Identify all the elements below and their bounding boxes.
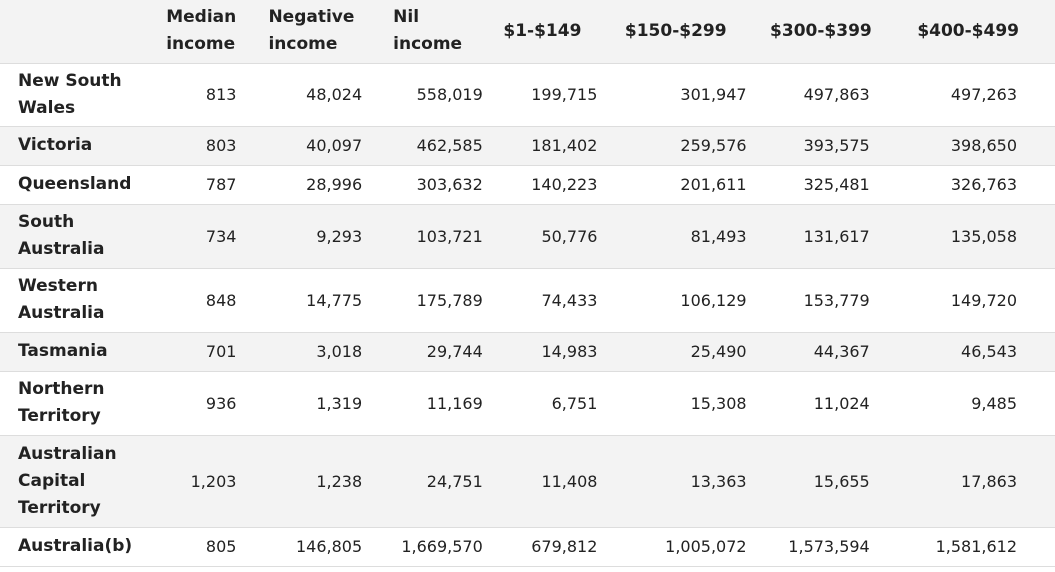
table-cell: 175,789 — [375, 268, 496, 332]
table-cell: 140,223 — [496, 165, 618, 204]
header-cell-1-149: $1-$149 — [496, 0, 618, 63]
row-label: Queensland — [0, 165, 148, 204]
table-cell: 1,319 — [250, 371, 375, 435]
table-cell: 3,018 — [250, 332, 375, 371]
table-cell: 734 — [148, 204, 250, 268]
table-cell: 15,308 — [617, 371, 762, 435]
table-cell: 131,617 — [763, 204, 908, 268]
header-cell-nil-income: Nil income — [375, 0, 496, 63]
table-cell: 106,129 — [617, 268, 762, 332]
table-cell: 44,367 — [763, 332, 908, 371]
table-cell: 9,293 — [250, 204, 375, 268]
header-cell-300-399: $300-$399 — [763, 0, 908, 63]
table-cell: 301,947 — [617, 63, 762, 126]
table-cell: 28,996 — [250, 165, 375, 204]
table-cell: 11,408 — [496, 435, 618, 527]
table-row: New South Wales 813 48,024 558,019 199,715 30… — [0, 63, 1055, 126]
row-label: Australian Capital Territory — [0, 435, 148, 527]
table-row: South Australia 734 9,293 103,721 50,776 81,4… — [0, 204, 1055, 268]
table-row: Tasmania 701 3,018 29,744 14,983 25,490 44,367… — [0, 332, 1055, 371]
table-cell: 805 — [148, 527, 250, 566]
table-cell: 153,779 — [763, 268, 908, 332]
table-cell: 6,751 — [496, 371, 618, 435]
header-cell-region — [0, 0, 148, 63]
table-cell: 149,720 — [908, 268, 1055, 332]
table-row: Queensland 787 28,996 303,632 140,223 201,611… — [0, 165, 1055, 204]
row-label: Victoria — [0, 126, 148, 165]
table-cell: 146,805 — [250, 527, 375, 566]
row-label: Australia(b) — [0, 527, 148, 566]
table-cell: 1,005,072 — [617, 527, 762, 566]
table-cell: 48,024 — [250, 63, 375, 126]
header-cell-median-income: Median income — [148, 0, 250, 63]
table-cell: 679,812 — [496, 527, 618, 566]
header-row: Median income Negative income Nil income… — [0, 0, 1055, 63]
table-cell: 46,543 — [908, 332, 1055, 371]
table-cell: 462,585 — [375, 126, 496, 165]
table-cell: 201,611 — [617, 165, 762, 204]
table-cell: 181,402 — [496, 126, 618, 165]
table-cell: 81,493 — [617, 204, 762, 268]
row-label: New South Wales — [0, 63, 148, 126]
table-cell: 1,203 — [148, 435, 250, 527]
table-cell: 701 — [148, 332, 250, 371]
table-body: New South Wales 813 48,024 558,019 199,715 30… — [0, 63, 1055, 566]
table-row: Western Australia 848 14,775 175,789 74,433 1… — [0, 268, 1055, 332]
table-cell: 11,024 — [763, 371, 908, 435]
table-cell: 14,775 — [250, 268, 375, 332]
table-cell: 787 — [148, 165, 250, 204]
table-row: Australian Capital Territory 1,203 1,238 24… — [0, 435, 1055, 527]
table-cell: 1,238 — [250, 435, 375, 527]
row-label: Northern Territory — [0, 371, 148, 435]
table-cell: 936 — [148, 371, 250, 435]
table-cell: 326,763 — [908, 165, 1055, 204]
table-cell: 259,576 — [617, 126, 762, 165]
table-cell: 848 — [148, 268, 250, 332]
table-cell: 558,019 — [375, 63, 496, 126]
header-cell-negative-income: Negative income — [250, 0, 375, 63]
table-row: Northern Territory 936 1,319 11,169 6,751 15,… — [0, 371, 1055, 435]
table-cell: 13,363 — [617, 435, 762, 527]
table-cell: 24,751 — [375, 435, 496, 527]
table-cell: 803 — [148, 126, 250, 165]
table-cell: 14,983 — [496, 332, 618, 371]
table-cell: 497,863 — [763, 63, 908, 126]
table-cell: 17,863 — [908, 435, 1055, 527]
table-cell: 1,581,612 — [908, 527, 1055, 566]
header-cell-400-499: $400-$499 — [908, 0, 1055, 63]
table-cell: 393,575 — [763, 126, 908, 165]
table-cell: 199,715 — [496, 63, 618, 126]
table-cell: 135,058 — [908, 204, 1055, 268]
table-cell: 50,776 — [496, 204, 618, 268]
table-cell: 25,490 — [617, 332, 762, 371]
table-cell: 497,263 — [908, 63, 1055, 126]
table-cell: 1,573,594 — [763, 527, 908, 566]
table-header: Median income Negative income Nil income… — [0, 0, 1055, 63]
row-label: South Australia — [0, 204, 148, 268]
table-row: Australia(b) 805 146,805 1,669,570 679,812 1,… — [0, 527, 1055, 566]
table-cell: 103,721 — [375, 204, 496, 268]
table-cell: 325,481 — [763, 165, 908, 204]
table-cell: 398,650 — [908, 126, 1055, 165]
table-cell: 74,433 — [496, 268, 618, 332]
table-cell: 9,485 — [908, 371, 1055, 435]
row-label: Western Australia — [0, 268, 148, 332]
table-row: Victoria 803 40,097 462,585 181,402 259,576 39… — [0, 126, 1055, 165]
row-label: Tasmania — [0, 332, 148, 371]
table-cell: 1,669,570 — [375, 527, 496, 566]
header-cell-150-299: $150-$299 — [617, 0, 762, 63]
table-cell: 40,097 — [250, 126, 375, 165]
table-cell: 813 — [148, 63, 250, 126]
table-cell: 15,655 — [763, 435, 908, 527]
table-cell: 11,169 — [375, 371, 496, 435]
table-cell: 303,632 — [375, 165, 496, 204]
table-cell: 29,744 — [375, 332, 496, 371]
